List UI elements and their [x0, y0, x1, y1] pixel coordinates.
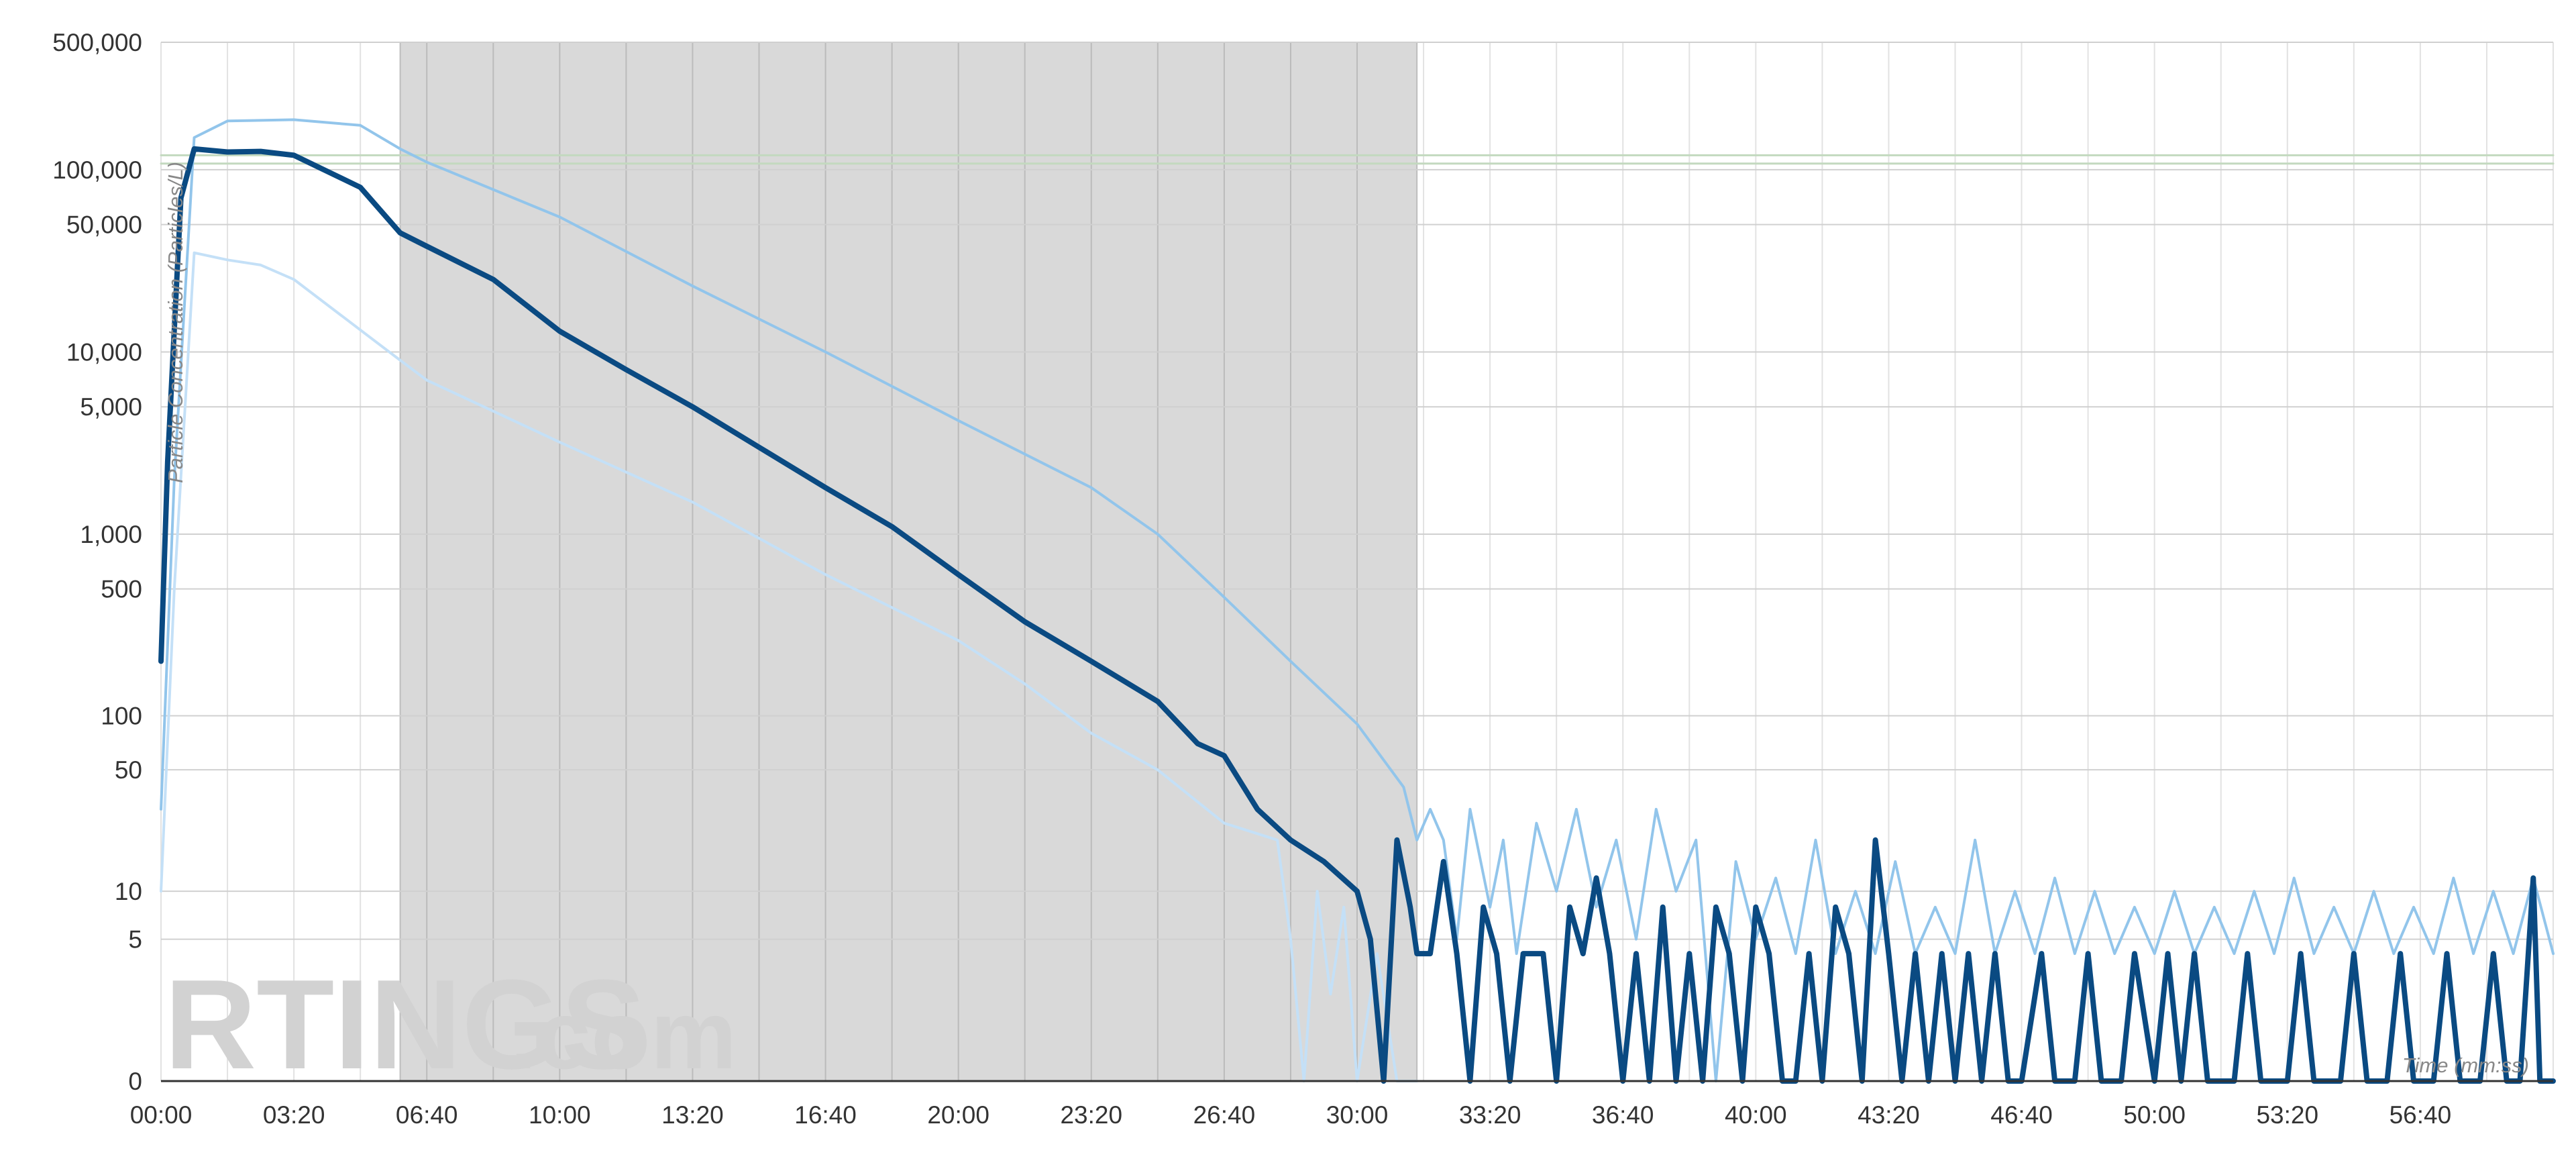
y-tick-labels: 0 5 10 50 100 500 1,000 5,000 10,000 50,000 100,00…: [52, 29, 142, 1095]
watermark-suffix-text: .com: [510, 980, 737, 1089]
y-tick-label: 10: [115, 878, 142, 905]
x-tick-label: 06:40: [396, 1101, 458, 1129]
x-tick-label: 03:20: [263, 1101, 325, 1129]
watermark-main-text: RTINGS: [164, 954, 646, 1096]
y-tick-label: 500: [101, 576, 142, 603]
y-tick-label: 10,000: [66, 338, 142, 366]
x-axis-title: Time (mm:ss): [2402, 1054, 2529, 1077]
x-tick-labels: 00:00 03:20 06:40 10:00 13:20 16:40 20:00 23:20…: [130, 1101, 2451, 1129]
x-tick-label: 00:00: [130, 1101, 193, 1129]
x-tick-label: 40:00: [1725, 1101, 1787, 1129]
series-line-lower-bound: [160, 251, 1419, 1082]
y-tick-label: 0: [128, 1068, 142, 1095]
x-tick-label: 20:00: [927, 1101, 989, 1129]
x-tick-label: 56:40: [2390, 1101, 2452, 1129]
y-tick-label: 5,000: [80, 393, 142, 421]
y-tick-label: 50,000: [66, 211, 142, 239]
series-line-upper-bound: [160, 118, 2555, 1082]
y-axis-title: Particle Concentration (Particles/L): [164, 162, 187, 483]
y-tick-label: 1,000: [80, 521, 142, 548]
y-tick-label: 100,000: [52, 156, 142, 184]
y-tick-label: 100: [101, 703, 142, 730]
shaded-test-region: [399, 42, 1418, 1082]
x-tick-label: 53:20: [2256, 1101, 2318, 1129]
x-tick-label: 36:40: [1592, 1101, 1654, 1129]
x-tick-label: 43:20: [1858, 1101, 1920, 1129]
x-tick-label: 26:40: [1193, 1101, 1256, 1129]
x-tick-label: 13:20: [661, 1101, 724, 1129]
rtings-watermark: RTINGS .com: [164, 954, 737, 1096]
y-tick-label: 5: [128, 926, 142, 954]
y-tick-label: 500,000: [52, 29, 142, 56]
x-tick-label: 50:00: [2123, 1101, 2186, 1129]
x-tick-label: 46:40: [1990, 1101, 2053, 1129]
x-tick-label: 33:20: [1459, 1101, 1521, 1129]
shaded-test-region-layer: [399, 42, 1418, 1082]
x-tick-label: 23:20: [1060, 1101, 1122, 1129]
y-tick-label: 50: [115, 756, 142, 784]
x-tick-label: 16:40: [794, 1101, 857, 1129]
x-tick-label: 30:00: [1326, 1101, 1389, 1129]
x-tick-label: 10:00: [529, 1101, 591, 1129]
